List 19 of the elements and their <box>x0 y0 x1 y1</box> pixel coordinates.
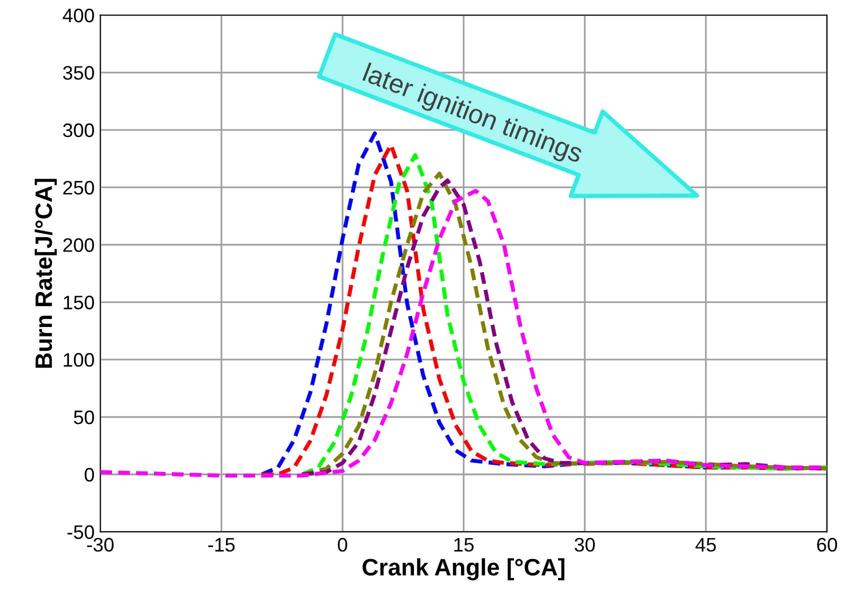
x-axis-title: Crank Angle [°CA] <box>362 558 564 580</box>
x-tick-label: 15 <box>454 538 474 552</box>
y-axis-title: Burn Rate[J/°CA] <box>34 178 57 368</box>
y-tick-label: 0 <box>84 468 94 482</box>
x-tick-label: 45 <box>696 538 716 552</box>
x-tick-label: -30 <box>87 538 114 552</box>
y-tick-label: 300 <box>63 123 94 138</box>
x-tick-label: 0 <box>338 538 348 552</box>
y-tick-label: 200 <box>63 238 94 252</box>
y-tick-label: 400 <box>62 8 94 22</box>
y-tick-label: 250 <box>63 180 94 195</box>
y-tick-label: 350 <box>63 66 94 80</box>
y-tick-label: 150 <box>64 296 94 310</box>
y-tick-label: 100 <box>64 353 94 367</box>
x-tick-label: 60 <box>817 538 838 552</box>
y-tick-label: 50 <box>74 410 94 424</box>
x-tick-label: 30 <box>574 538 595 552</box>
y-tick-label: -50 <box>68 525 94 540</box>
x-tick-label: -15 <box>208 538 235 552</box>
